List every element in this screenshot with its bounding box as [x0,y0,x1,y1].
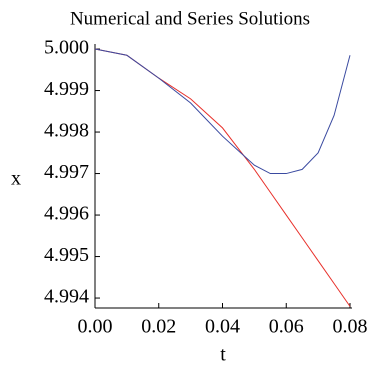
y-tick-label: 4.995 [44,244,89,266]
chart-title: Numerical and Series Solutions [70,8,310,29]
x-axis-label: t [220,344,226,366]
y-tick-label: 4.994 [44,286,89,308]
y-tick-label: 5.000 [44,37,89,59]
y-axis-label: x [11,168,21,190]
x-tick-label: 0.08 [333,316,368,338]
x-tick-label: 0.06 [269,316,304,338]
y-tick-label: 4.997 [44,161,89,183]
y-tick-label: 4.999 [44,78,89,100]
y-tick-label: 4.998 [44,120,89,142]
series-line [94,48,351,307]
x-tick-label: 0.00 [78,316,113,338]
x-tick-label: 0.02 [141,316,176,338]
y-tick-label: 4.996 [44,203,89,225]
x-tick-label: 0.04 [205,316,240,338]
series-line [94,48,351,175]
